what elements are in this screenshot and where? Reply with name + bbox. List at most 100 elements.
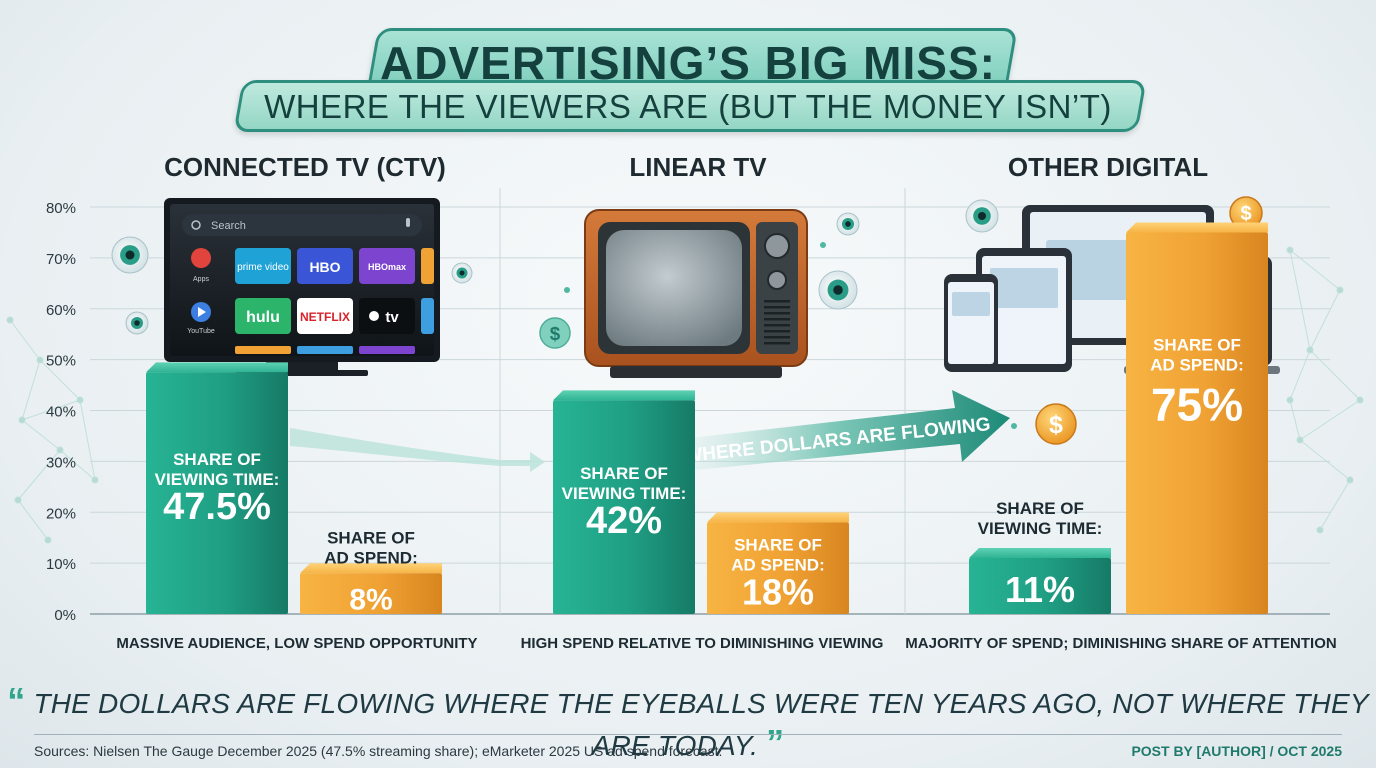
coin-symbol: $ <box>1240 203 1251 225</box>
footer-quote: “ THE DOLLARS ARE FLOWING WHERE THE EYEB… <box>0 680 1376 764</box>
network-node <box>14 496 22 504</box>
network-node <box>1336 286 1344 294</box>
spend-value-label: 18% <box>742 571 814 612</box>
network-link <box>1299 399 1361 441</box>
bar-caption-text: SHARE OF <box>580 464 668 483</box>
network-decoration <box>6 246 1364 544</box>
page-title: ADVERTISING’S BIG MISS: <box>380 37 996 89</box>
tv-search-placeholder: Search <box>211 220 246 232</box>
byline: POST BY [AUTHOR] / OCT 2025 <box>1131 743 1342 759</box>
eye-decorations <box>111 199 999 335</box>
spend-value-label: 8% <box>349 583 392 616</box>
grille-slot <box>764 342 790 345</box>
bar-body <box>300 573 442 614</box>
accent-dot <box>1011 423 1017 429</box>
coin-symbol: $ <box>550 323 561 344</box>
play-icon <box>198 307 206 317</box>
network-node <box>1346 476 1354 484</box>
bar-caption-text: VIEWING TIME: <box>562 484 687 503</box>
network-link <box>1289 249 1341 291</box>
tile-row3-a <box>235 346 291 354</box>
network-node <box>1306 346 1314 354</box>
network-link <box>1289 249 1311 351</box>
retro-tv-illustration <box>584 209 808 378</box>
tv-apps-label: Apps <box>193 276 209 283</box>
y-tick-label: 50% <box>46 353 76 370</box>
category-heading-ctv: CONNECTED TV (CTV) <box>164 152 446 182</box>
tile-hbo-label: HBO <box>309 259 340 275</box>
tile-row3-c <box>359 346 415 354</box>
bar-body <box>146 372 288 614</box>
tile-netflix-label: NETFLIX <box>300 310 350 324</box>
viewing-value-label: 47.5% <box>163 486 271 528</box>
tile-partial-2 <box>421 298 434 334</box>
tile-appletv-label: tv <box>385 309 399 326</box>
eye-icon <box>836 212 860 236</box>
coin-decorations: $ $ $ <box>539 196 1263 445</box>
network-link <box>39 359 81 401</box>
dollar-coin-icon: $ <box>539 317 571 349</box>
tile-prime-video <box>235 248 291 284</box>
eye-icon <box>818 270 858 310</box>
eye-pupil <box>833 285 843 295</box>
captions: MASSIVE AUDIENCE, LOW SPEND OPPORTUNITY H… <box>116 635 1336 652</box>
network-link <box>1319 479 1351 531</box>
y-tick-label: 40% <box>46 404 76 421</box>
network-link <box>1309 349 1361 401</box>
eye-icon <box>451 262 473 284</box>
accent-dot <box>564 287 570 293</box>
bar-top-face <box>969 548 1111 559</box>
smart-tv-illustration: Search Apps YouTube prime video HBO HBOm… <box>164 198 440 376</box>
grille-slot <box>764 312 790 315</box>
speaker-grille <box>764 300 790 345</box>
category-heading-linear: LINEAR TV <box>629 152 767 182</box>
quote-close-mark: ” <box>766 722 785 763</box>
network-link <box>1289 399 1301 441</box>
dollar-coin-icon: $ <box>1035 403 1077 445</box>
bar-chart: 0%10%20%30%40%50%60%70%80% WHERE DOLLARS… <box>6 188 1364 652</box>
network-node <box>56 446 64 454</box>
y-tick-label: 10% <box>46 556 76 573</box>
bar-caption-text: SHARE OF <box>327 528 415 547</box>
network-link <box>17 499 49 541</box>
network-link <box>1309 289 1341 351</box>
bar-top-face <box>553 390 695 401</box>
quote-text: THE DOLLARS ARE FLOWING WHERE THE EYEBAL… <box>33 688 1369 761</box>
network-node <box>1296 436 1304 444</box>
page-subtitle: WHERE THE VIEWERS ARE (BUT THE MONEY ISN… <box>264 88 1112 125</box>
y-tick-label: 30% <box>46 454 76 471</box>
coin-body <box>539 317 571 349</box>
microphone-icon <box>406 218 410 227</box>
tablet-content-block <box>990 268 1058 308</box>
phone-content-block <box>952 292 990 316</box>
network-node <box>91 476 99 484</box>
tv-youtube-label: YouTube <box>187 328 215 335</box>
y-tick-label: 80% <box>46 200 76 217</box>
search-icon <box>191 220 201 230</box>
tile-partial <box>421 248 434 284</box>
apple-logo-icon <box>369 311 379 321</box>
bar-body <box>969 558 1111 614</box>
network-node <box>18 416 26 424</box>
tile-hbomax-label: HBOmax <box>368 262 406 272</box>
eye-pupil <box>845 221 851 227</box>
grille-slot <box>764 306 790 309</box>
group-caption: MASSIVE AUDIENCE, LOW SPEND OPPORTUNITY <box>116 635 477 652</box>
bar-caption-text: SHARE OF <box>1153 335 1241 354</box>
y-tick-label: 0% <box>54 607 76 624</box>
tile-netflix <box>297 298 353 334</box>
network-link <box>1299 439 1351 481</box>
grille-slot <box>764 330 790 333</box>
bar-body <box>553 400 695 614</box>
network-link <box>21 419 61 451</box>
network-link <box>1289 349 1311 401</box>
bar-caption-text: SHARE OF <box>734 535 822 554</box>
network-link <box>79 399 96 481</box>
group-caption: HIGH SPEND RELATIVE TO DIMINISHING VIEWI… <box>521 635 884 652</box>
bar-caption-text: AD SPEND: <box>1150 355 1244 374</box>
